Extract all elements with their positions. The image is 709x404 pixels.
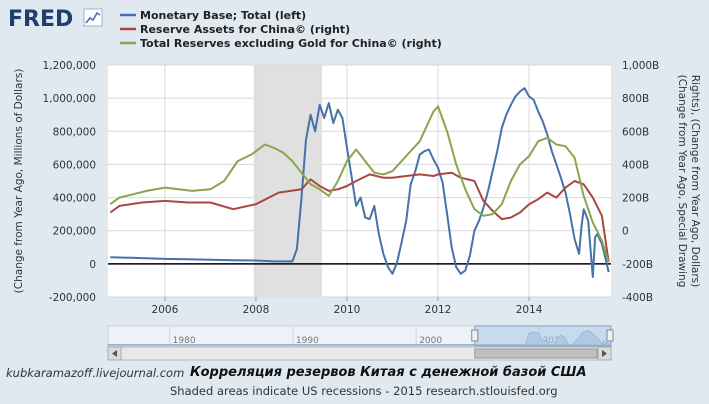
right-tick-label: 400B [622, 159, 649, 171]
left-tick-label: 200,000 [53, 226, 96, 238]
navigator-tick-label: 2000 [419, 336, 442, 346]
navigator-tick-label: 1990 [296, 336, 319, 346]
navigator-tick-label: 1980 [173, 336, 196, 346]
right-tick-label: 800B [622, 93, 649, 105]
right-tick-label: -400B [622, 292, 653, 304]
legend: Monetary Base; Total (left) Reserve Asse… [120, 9, 442, 50]
x-tick-label: 2008 [243, 304, 270, 316]
scroll-left-arrow-icon [112, 350, 117, 357]
left-axis-ticks: -200,000 0 200,000 400,000 600,000 800,000 1,0… [43, 60, 96, 304]
legend-label-monetary-base: Monetary Base; Total (left) [140, 9, 306, 22]
series-line-1 [109, 171, 610, 263]
svg-text:Rights), (Change from Year Ago: Rights), (Change from Year Ago, Dollars) [689, 75, 701, 287]
series-line-2 [109, 105, 610, 263]
x-tick-label: 2010 [334, 304, 361, 316]
left-tick-label: 600,000 [53, 159, 96, 171]
left-axis-title: (Change from Year Ago, Millions of Dolla… [13, 69, 25, 294]
caption-title: Корреляция резервов Китая с денежной баз… [190, 365, 587, 380]
x-axis-ticks: 2006 2008 2010 2012 2014 [152, 297, 543, 316]
navigator-selected-range[interactable] [474, 325, 612, 347]
left-tick-label: 800,000 [53, 126, 96, 138]
right-tick-label: 0 [622, 226, 629, 238]
x-tick-label: 2014 [516, 304, 543, 316]
navigator-handle-left[interactable] [471, 329, 479, 342]
left-tick-label: 400,000 [53, 193, 96, 205]
navigator[interactable]: 1980199020002010 [107, 325, 614, 347]
left-tick-label: 0 [89, 259, 96, 271]
right-tick-label: 200B [622, 193, 649, 205]
scroll-thumb[interactable] [474, 348, 598, 359]
right-tick-label: -200B [622, 259, 653, 271]
series-line-0 [110, 87, 610, 279]
right-tick-label: 600B [622, 126, 649, 138]
scrollbar[interactable] [107, 346, 612, 361]
right-axis-title: (Change from Year Ago, Special Drawing R… [676, 75, 701, 288]
x-tick-label: 2012 [425, 304, 452, 316]
right-axis-ticks: -400B -200B 0 200B 400B 600B 800B 1,000B [622, 60, 659, 304]
fred-logo-text: FRED [8, 7, 73, 32]
svg-text:(Change from Year Ago, Special: (Change from Year Ago, Special Drawing [676, 75, 688, 288]
left-tick-label: 1,000,000 [43, 93, 96, 105]
legend-label-total-reserves: Total Reserves excluding Gold for China©… [140, 37, 442, 50]
left-tick-label: -200,000 [49, 292, 96, 304]
x-tick-label: 2006 [152, 304, 179, 316]
legend-label-reserve-assets: Reserve Assets for China© (right) [140, 23, 350, 36]
navigator-handle-right[interactable] [606, 329, 614, 342]
right-tick-label: 1,000B [622, 60, 659, 72]
credit-text: kubkaramazoff.livejournal.com [6, 366, 185, 380]
recession-shading [253, 65, 322, 297]
recession-note: Shaded areas indicate US recessions - 20… [170, 384, 558, 398]
plot-area [108, 65, 611, 297]
left-tick-label: 1,200,000 [43, 60, 96, 72]
fred-logo: FRED [8, 7, 103, 32]
series-lines [109, 87, 610, 279]
scroll-right-arrow-icon [602, 350, 607, 357]
